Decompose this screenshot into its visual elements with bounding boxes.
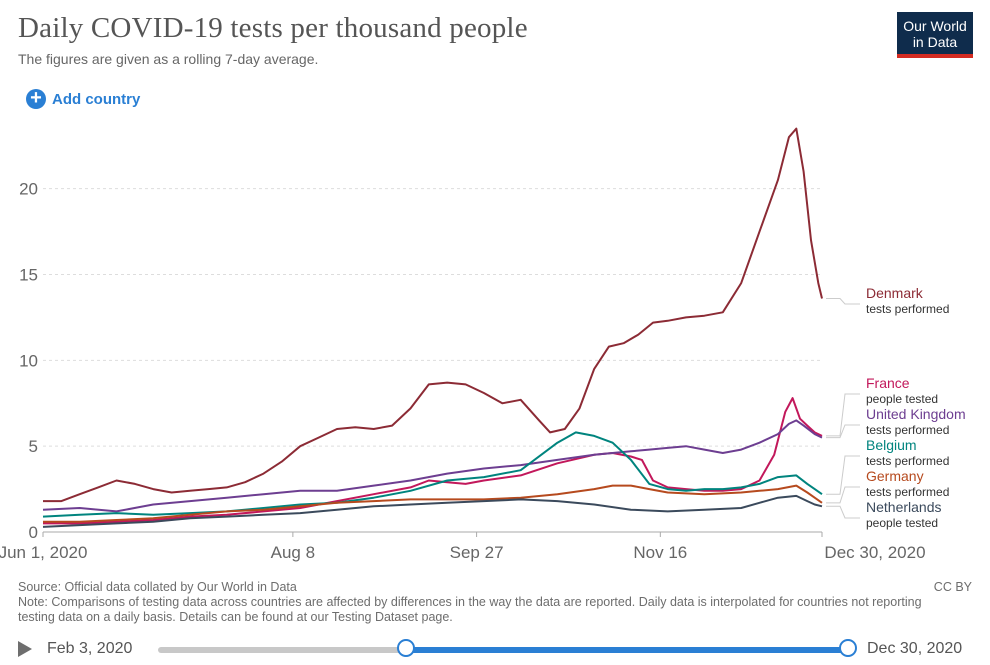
series-line-united-kingdom[interactable] (42, 419, 823, 513)
y-tick-label: 20 (19, 180, 38, 199)
label-connector (826, 455, 860, 495)
timeline-track[interactable] (158, 647, 848, 653)
x-tick-label: Sep 27 (450, 543, 504, 562)
series-name-label[interactable]: United Kingdom (866, 406, 966, 422)
series-lines (42, 127, 823, 528)
timeline-start-label: Feb 3, 2020 (47, 640, 133, 657)
series-name-label[interactable]: Germany (866, 468, 924, 484)
series-metric-label: people tested (866, 516, 938, 530)
timeline-end-handle[interactable] (839, 639, 857, 657)
x-tick-label: Aug 8 (271, 543, 315, 562)
y-tick-label: 5 (29, 437, 38, 456)
x-tick-label: Jun 1, 2020 (0, 543, 87, 562)
y-tick-label: 10 (19, 351, 38, 370)
timeline-slider: Feb 3, 2020 Dec 30, 2020 (0, 632, 990, 665)
axes: 0 5 10 15 20 Jun 1, 2020 Aug 8 Sep 27 Nov 16 Dec … (0, 180, 926, 562)
series-name-label[interactable]: France (866, 375, 910, 391)
timeline-start-handle[interactable] (397, 639, 416, 657)
timeline-selected-range (406, 647, 848, 653)
line-chart: 0 5 10 15 20 Jun 1, 2020 Aug 8 Sep 27 Nov 16 Dec … (0, 127, 966, 562)
x-tick-label: Dec 30, 2020 (824, 543, 925, 562)
timeline-end-label: Dec 30, 2020 (867, 640, 963, 657)
series-name-label[interactable]: Belgium (866, 437, 917, 453)
label-connector (826, 505, 860, 519)
chart-title: Daily COVID-19 tests per thousand people (18, 12, 528, 44)
label-connector (826, 298, 860, 305)
series-metric-label: tests performed (866, 454, 949, 468)
y-tick-label: 15 (19, 266, 38, 285)
license-text: CC BY (933, 580, 972, 594)
series-metric-label: tests performed (866, 485, 949, 499)
add-country-button[interactable]: + Add country (26, 88, 141, 109)
series-name-label[interactable]: Denmark (866, 285, 924, 301)
grid-lines (43, 188, 822, 447)
series-metric-label: tests performed (866, 302, 949, 316)
x-tick-label: Nov 16 (633, 543, 687, 562)
series-metric-label: people tested (866, 392, 938, 406)
series-line-netherlands[interactable] (42, 494, 823, 528)
owid-logo[interactable]: Our World in Data (897, 12, 973, 58)
chart-footer: Source: Official data collated by Our Wo… (18, 580, 948, 625)
series-name-label[interactable]: Netherlands (866, 499, 942, 515)
label-connector (826, 486, 860, 504)
series-metric-label: tests performed (866, 423, 949, 437)
chart-subtitle: The figures are given as a rolling 7-day… (18, 51, 319, 67)
series-line-germany[interactable] (43, 484, 823, 523)
label-connector (826, 424, 860, 439)
logo-line-2: in Data (912, 34, 958, 50)
source-text: Source: Official data collated by Our Wo… (18, 580, 297, 594)
logo-line-1: Our World (903, 18, 967, 34)
note-text: Note: Comparisons of testing data across… (18, 595, 922, 624)
plus-icon: + (26, 88, 46, 109)
play-icon[interactable] (18, 641, 32, 657)
add-country-label: Add country (52, 90, 141, 108)
y-tick-label: 0 (29, 523, 38, 542)
label-connector (826, 393, 860, 437)
series-line-denmark[interactable] (43, 127, 823, 503)
